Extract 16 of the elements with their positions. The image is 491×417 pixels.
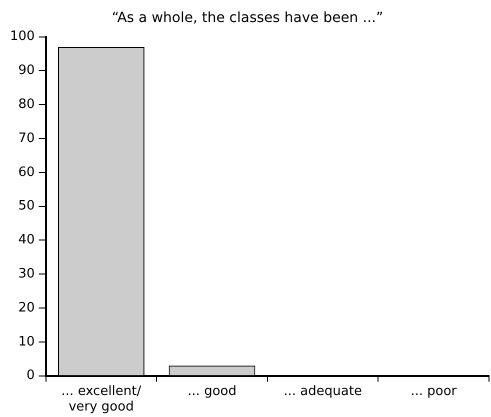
chart-title: “As a whole, the classes have been ...” (112, 10, 384, 26)
y-tick-label: 20 (18, 300, 35, 316)
x-tick-label: ... excellent/ very good (61, 384, 142, 415)
y-tick-label: 100 (10, 29, 35, 44)
y-tick-label: 90 (18, 63, 35, 78)
y-tick-label: 30 (18, 266, 35, 282)
x-tick-label: ... poor (410, 384, 458, 399)
x-tick-label: ... good (188, 384, 236, 399)
y-tick-label: 80 (18, 96, 35, 112)
y-tick-label: 50 (18, 198, 35, 214)
x-tick-label: ... adequate (284, 384, 362, 399)
y-tick-label: 70 (18, 130, 35, 146)
y-tick-label: 10 (18, 334, 35, 350)
y-tick-label: 60 (18, 164, 35, 180)
y-tick-label: 0 (26, 368, 35, 384)
y-tick-label: 40 (18, 232, 35, 248)
